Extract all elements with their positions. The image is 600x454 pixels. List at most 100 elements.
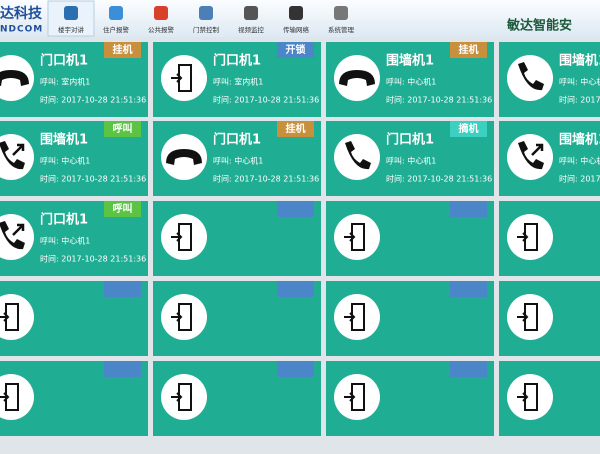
card[interactable] xyxy=(499,201,600,276)
icon-circle xyxy=(0,294,34,340)
door-arrow xyxy=(171,312,183,322)
door-icon xyxy=(351,303,365,331)
icon-circle xyxy=(161,55,207,101)
nav-label: 视频监控 xyxy=(238,25,265,34)
icon-circle xyxy=(0,134,34,180)
icon-circle xyxy=(334,134,380,180)
logo-cn: 达科技 xyxy=(0,5,43,22)
card-time: 时间: 2017-10-28 21:51:36 xyxy=(386,95,492,105)
nav-item[interactable]: 系统管理 xyxy=(328,6,355,34)
tag xyxy=(450,42,487,58)
card[interactable] xyxy=(0,361,148,436)
door-icon xyxy=(178,383,192,411)
nav-label: 楼宇对讲 xyxy=(58,25,85,34)
card-title: 围墙机1 xyxy=(40,132,88,148)
tag xyxy=(450,201,487,217)
door-icon xyxy=(524,303,538,331)
card-call: 呼叫: 中心机1 xyxy=(559,77,600,87)
nav-item[interactable]: 楼宇对讲 xyxy=(47,0,95,37)
tag xyxy=(277,201,314,217)
icon-circle xyxy=(334,294,380,340)
icon-circle xyxy=(507,294,553,340)
icon-circle xyxy=(507,55,553,101)
door-arrow xyxy=(517,392,529,402)
tag xyxy=(277,361,314,377)
card-time: 时间: 2017-10-28 21:51:36 xyxy=(559,95,600,105)
card-time: 时间: 2017-10-28 21:51:36 xyxy=(40,174,146,184)
card[interactable] xyxy=(153,281,321,356)
icon-circle xyxy=(161,294,207,340)
icon-circle xyxy=(161,214,207,260)
card-time: 时间: 2017-10-28 21:51:36 xyxy=(213,174,319,184)
card[interactable] xyxy=(499,281,600,356)
nav-label: 公共报警 xyxy=(148,25,175,34)
tag xyxy=(450,121,487,137)
card-call: 呼叫: 中心机1 xyxy=(559,156,600,166)
nav-label: 系统管理 xyxy=(328,25,355,34)
tag-label: 呼叫 xyxy=(113,122,133,135)
tag xyxy=(450,361,487,377)
icon-circle xyxy=(161,374,207,420)
icon-circle xyxy=(334,214,380,260)
door-icon xyxy=(351,223,365,251)
nav-label: 传输网络 xyxy=(283,25,310,34)
phone-icon xyxy=(518,141,544,170)
nav-item[interactable]: 公共报警 xyxy=(148,6,175,34)
nav-item[interactable]: 传输网络 xyxy=(283,6,310,34)
card-call: 呼叫: 中心机1 xyxy=(386,77,436,87)
card-title: 围墙机1 xyxy=(386,53,434,69)
card[interactable] xyxy=(326,201,494,276)
card[interactable] xyxy=(326,361,494,436)
card[interactable] xyxy=(153,361,321,436)
card-title: 门口机1 xyxy=(40,53,88,69)
card[interactable]: 围墙机1 呼叫: 中心机1 时间: 2017-10-28 21:51:36 xyxy=(499,42,600,117)
card[interactable]: 围墙机1 呼叫: 中心机1 时间: 2017-10-28 21:51:36 xyxy=(499,121,600,196)
card[interactable] xyxy=(153,201,321,276)
phone-icon xyxy=(345,141,371,170)
icon-circle xyxy=(0,374,34,420)
nav-icon xyxy=(289,6,303,20)
phone-icon xyxy=(0,221,25,250)
card-time: 时间: 2017-10-28 21:51:36 xyxy=(40,254,146,264)
card[interactable] xyxy=(0,281,148,356)
nav-item[interactable]: 住户报警 xyxy=(103,6,130,34)
card-call: 呼叫: 中心机1 xyxy=(40,236,90,246)
card-time: 时间: 2017-10-28 21:51:36 xyxy=(559,174,600,184)
nav-item[interactable]: 门禁控制 xyxy=(193,6,220,34)
out-arrow xyxy=(12,143,25,156)
icon-circle xyxy=(507,134,553,180)
tag xyxy=(104,121,141,137)
hangup-icon xyxy=(339,70,375,86)
tag xyxy=(277,121,314,137)
card-time: 时间: 2017-10-28 21:51:36 xyxy=(213,95,319,105)
nav-icon xyxy=(154,6,168,20)
tag xyxy=(104,42,141,58)
door-arrow xyxy=(171,392,183,402)
phone-icon xyxy=(518,62,544,91)
tag xyxy=(277,281,314,297)
icon-circle xyxy=(507,374,553,420)
tag xyxy=(277,42,314,58)
tag xyxy=(104,201,141,217)
card-call: 呼叫: 室内机1 xyxy=(213,77,263,87)
phone-icon xyxy=(0,141,25,170)
nav-icon xyxy=(64,6,78,20)
nav-item[interactable]: 视频监控 xyxy=(238,6,265,34)
card[interactable] xyxy=(326,281,494,356)
out-arrow xyxy=(12,223,25,236)
door-icon xyxy=(524,383,538,411)
tag-label: 挂机 xyxy=(113,43,133,56)
icon-circle xyxy=(334,374,380,420)
door-icon xyxy=(178,303,192,331)
door-arrow xyxy=(344,312,356,322)
card[interactable] xyxy=(499,361,600,436)
